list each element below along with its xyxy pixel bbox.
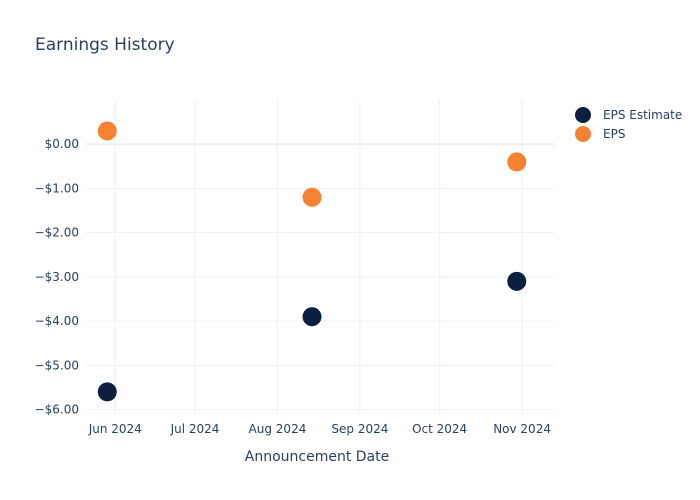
y-tick-label: −$6.00 xyxy=(35,403,79,417)
x-tick-label: Aug 2024 xyxy=(249,422,307,436)
y-tick-label: −$3.00 xyxy=(35,270,79,284)
legend-marker xyxy=(575,126,591,142)
legend-label: EPS Estimate xyxy=(603,108,682,122)
grid xyxy=(86,100,554,414)
x-axis-title: Announcement Date xyxy=(245,449,389,465)
eps-estimate-point[interactable] xyxy=(302,307,322,327)
y-tick-label: −$2.00 xyxy=(35,226,79,240)
eps-point[interactable] xyxy=(302,187,322,207)
x-tick-label: Oct 2024 xyxy=(412,422,467,436)
x-tick-label: Nov 2024 xyxy=(493,422,551,436)
data-points xyxy=(97,121,527,402)
chart-title: Earnings History xyxy=(35,35,175,55)
legend-item-eps-estimate[interactable]: EPS Estimate xyxy=(575,107,682,123)
legend-item-eps[interactable]: EPS xyxy=(575,126,625,142)
eps-estimate-point[interactable] xyxy=(97,382,117,402)
legend-label: EPS xyxy=(603,127,625,141)
x-tick-label: Jul 2024 xyxy=(170,422,220,436)
eps-estimate-point[interactable] xyxy=(507,271,527,291)
y-axis-ticks: $0.00 −$1.00 −$2.00 −$3.00 −$4.00 −$5.00 −$6.0… xyxy=(35,137,79,416)
y-tick-label: $0.00 xyxy=(45,137,79,151)
y-tick-label: −$5.00 xyxy=(35,358,79,372)
y-tick-label: −$4.00 xyxy=(35,314,79,328)
x-axis-ticks: Jun 2024 Jul 2024 Aug 2024 Sep 2024 Oct 2024… xyxy=(88,422,551,436)
legend-marker xyxy=(575,107,591,123)
y-tick-label: −$1.00 xyxy=(35,181,79,195)
x-tick-label: Jun 2024 xyxy=(88,422,142,436)
legend[interactable]: EPS Estimate EPS xyxy=(575,107,682,142)
eps-point[interactable] xyxy=(507,152,527,172)
eps-point[interactable] xyxy=(97,121,117,141)
x-tick-label: Sep 2024 xyxy=(331,422,388,436)
